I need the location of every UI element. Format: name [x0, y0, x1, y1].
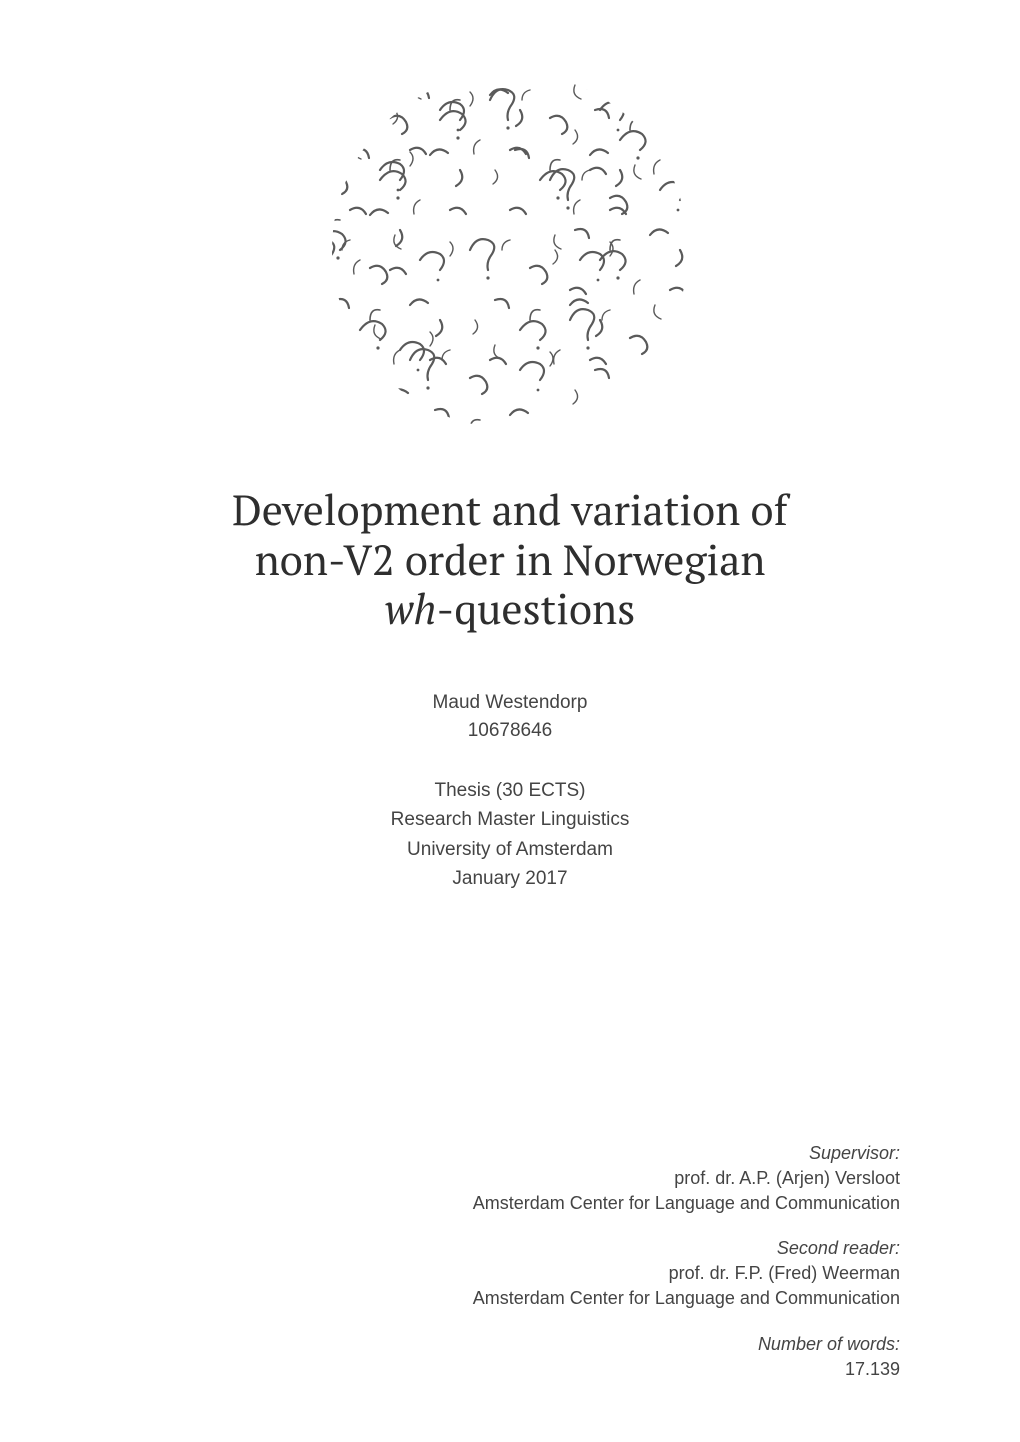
page: Development and variation of non-V2 orde…	[0, 0, 1020, 1442]
thesis-university: University of Amsterdam	[120, 835, 900, 864]
second-reader-affiliation: Amsterdam Center for Language and Commun…	[120, 1286, 900, 1311]
thesis-date: January 2017	[120, 864, 900, 893]
thesis-ects: Thesis (30 ECTS)	[120, 776, 900, 805]
title-line-3: wh-questions	[120, 585, 900, 635]
supervisor-block: Supervisor: prof. dr. A.P. (Arjen) Versl…	[120, 1141, 900, 1217]
second-reader-label: Second reader:	[120, 1236, 900, 1261]
author-block: Maud Westendorp 10678646	[120, 689, 900, 746]
supervisor-label: Supervisor:	[120, 1141, 900, 1166]
metadata-section: Supervisor: prof. dr. A.P. (Arjen) Versl…	[120, 1141, 900, 1383]
title-line-3-rest: -questions	[436, 581, 635, 637]
word-count-label: Number of words:	[120, 1332, 900, 1357]
thesis-info-block: Thesis (30 ECTS) Research Master Linguis…	[120, 776, 900, 894]
word-count-block: Number of words: 17.139	[120, 1332, 900, 1382]
title-line-1: Development and variation of	[120, 486, 900, 536]
second-reader-name: prof. dr. F.P. (Fred) Weerman	[120, 1261, 900, 1286]
word-count-value: 17.139	[120, 1357, 900, 1382]
author-name: Maud Westendorp	[120, 689, 900, 718]
second-reader-block: Second reader: prof. dr. F.P. (Fred) Wee…	[120, 1236, 900, 1312]
figure-container	[120, 70, 900, 430]
supervisor-name: prof. dr. A.P. (Arjen) Versloot	[120, 1166, 900, 1191]
question-mark-sphere-figure	[320, 70, 700, 430]
author-id: 10678646	[120, 717, 900, 746]
thesis-title: Development and variation of non-V2 orde…	[120, 486, 900, 635]
supervisor-affiliation: Amsterdam Center for Language and Commun…	[120, 1191, 900, 1216]
title-wh-italic: wh	[385, 581, 437, 637]
thesis-program: Research Master Linguistics	[120, 805, 900, 834]
title-line-2: non-V2 order in Norwegian	[120, 536, 900, 586]
